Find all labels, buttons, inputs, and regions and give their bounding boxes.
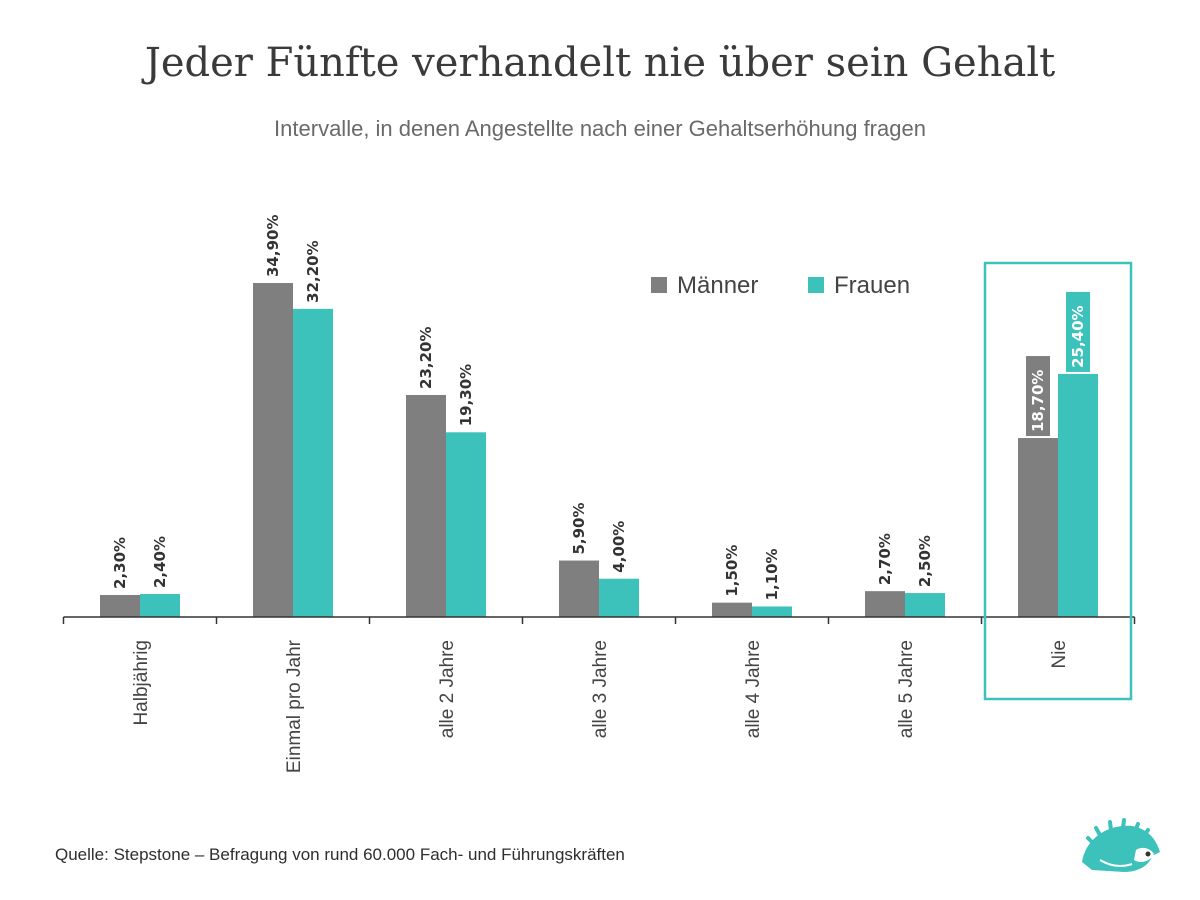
value-label-text: 1,10% <box>763 548 781 600</box>
value-label-text: 25,40% <box>1069 305 1087 367</box>
category-label-alle-2-jahre: alle 2 Jahre <box>437 640 458 738</box>
bar-frauen-alle-2-jahre <box>446 432 486 617</box>
legend-swatch-maenner <box>651 277 667 293</box>
value-label-maenner-einmal-pro-jahr: 34,90% <box>264 215 282 277</box>
bar-maenner-alle-3-jahre <box>559 560 599 617</box>
bar-frauen-einmal-pro-jahr <box>293 308 333 617</box>
bar-maenner-halbjaehrig <box>100 594 140 617</box>
legend-label-frauen: Frauen <box>834 272 910 299</box>
value-label-maenner-alle-2-jahre: 23,20% <box>417 326 435 388</box>
bar-maenner-alle-5-jahre <box>865 591 905 617</box>
value-label-frauen-halbjaehrig: 2,40% <box>151 536 169 588</box>
value-label-maenner-nie: 18,70% <box>1026 356 1050 437</box>
category-label-nie: Nie <box>1049 640 1070 669</box>
value-label-maenner-alle-5-jahre: 2,70% <box>876 533 894 585</box>
bar-maenner-alle-4-jahre <box>712 602 752 617</box>
value-label-text: 2,50% <box>916 535 934 587</box>
legend-label-maenner: Männer <box>677 272 758 299</box>
value-label-text: 34,90% <box>264 215 282 277</box>
value-label-background <box>1026 356 1050 437</box>
value-label-frauen-alle-3-jahre: 4,00% <box>610 521 628 573</box>
value-label-text: 2,30% <box>111 537 129 589</box>
value-label-text: 2,40% <box>151 536 169 588</box>
category-label-alle-5-jahre: alle 5 Jahre <box>896 640 917 738</box>
value-label-text: 1,50% <box>723 545 741 597</box>
value-label-text: 5,90% <box>570 502 588 554</box>
bar-frauen-alle-3-jahre <box>599 578 639 617</box>
highlight-box-nie <box>983 261 1133 701</box>
value-label-background <box>1066 291 1090 372</box>
category-labels-layer: Halbjährig Einmal pro Jahr alle 2 Jahre all… <box>131 639 1070 773</box>
value-label-frauen-alle-2-jahre: 19,30% <box>457 364 475 426</box>
value-label-text: 18,70% <box>1029 370 1047 432</box>
value-label-maenner-halbjaehrig: 2,30% <box>111 537 129 589</box>
value-label-frauen-einmal-pro-jahr: 32,20% <box>304 240 322 302</box>
hedgehog-logo-icon <box>1082 818 1160 872</box>
category-label-alle-4-jahre: alle 4 Jahre <box>743 640 764 738</box>
value-label-frauen-alle-5-jahre: 2,50% <box>916 535 934 587</box>
chart-title: Jeder Fünfte verhandelt nie über sein Ge… <box>144 40 1056 86</box>
bar-frauen-nie <box>1058 373 1098 617</box>
value-label-maenner-alle-3-jahre: 5,90% <box>570 502 588 554</box>
bar-frauen-alle-4-jahre <box>752 606 792 617</box>
bar-maenner-alle-2-jahre <box>406 394 446 617</box>
value-labels-layer: 2,30% 2,40% 34,90% 32,20% 23,20% 19,30% 5,90% 4… <box>111 215 1090 600</box>
value-label-text: 19,30% <box>457 364 475 426</box>
value-label-frauen-alle-4-jahre: 1,10% <box>763 548 781 600</box>
value-label-text: 23,20% <box>417 326 435 388</box>
x-axis <box>62 616 1136 624</box>
legend-swatch-frauen <box>808 277 824 293</box>
value-label-text: 2,70% <box>876 533 894 585</box>
category-label-halbjaehrig: Halbjährig <box>131 640 152 726</box>
value-label-frauen-nie: 25,40% <box>1066 291 1090 372</box>
chart-subtitle: Intervalle, in denen Angestellte nach ei… <box>274 116 926 141</box>
bar-maenner-nie <box>1018 438 1058 617</box>
bars-layer <box>100 283 1098 617</box>
bar-frauen-halbjaehrig <box>140 594 180 617</box>
source-note: Quelle: Stepstone – Befragung von rund 6… <box>55 845 625 864</box>
legend: Männer Frauen <box>651 272 910 299</box>
category-label-einmal-pro-jahr: Einmal pro Jahr <box>284 639 305 773</box>
bar-maenner-einmal-pro-jahr <box>253 283 293 617</box>
value-label-text: 4,00% <box>610 521 628 573</box>
category-label-alle-3-jahre: alle 3 Jahre <box>590 640 611 738</box>
bar-frauen-alle-5-jahre <box>905 593 945 617</box>
value-label-maenner-alle-4-jahre: 1,50% <box>723 545 741 597</box>
value-label-text: 32,20% <box>304 240 322 302</box>
